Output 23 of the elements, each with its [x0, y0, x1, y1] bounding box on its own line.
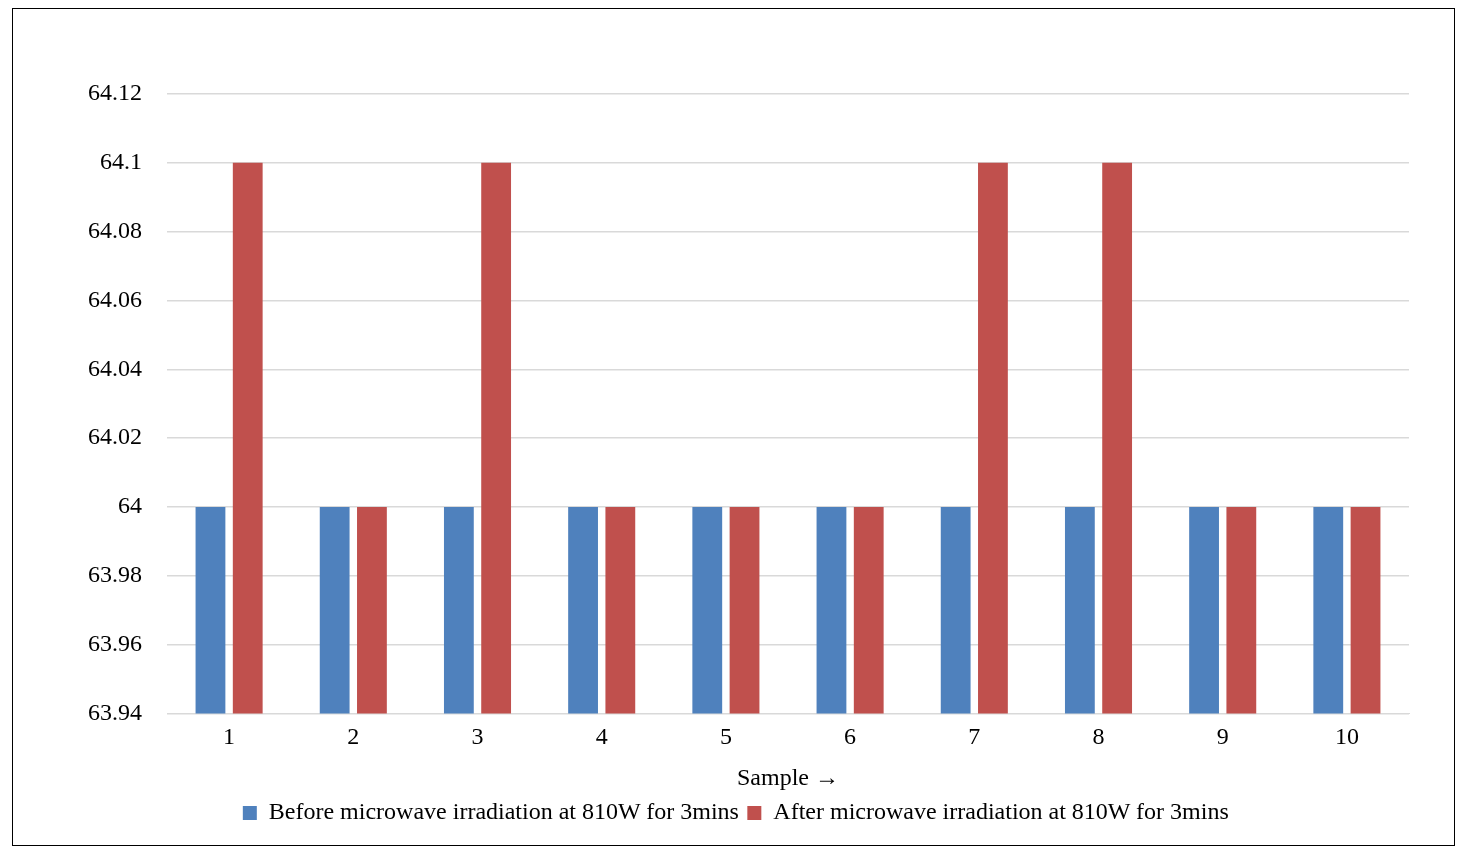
y-tick-label: 64 — [118, 492, 142, 519]
x-tick-label: 4 — [595, 723, 608, 750]
x-tick-label: 6 — [844, 723, 857, 750]
x-tick-label: 2 — [347, 723, 360, 750]
y-tick-label: 63.96 — [88, 629, 142, 656]
x-tick-label: 9 — [1216, 723, 1229, 750]
legend-label: Before microwave irradiation at 810W for 3mins — [268, 798, 739, 825]
y-tick-label: 64.1 — [100, 148, 142, 175]
y-tick-label: 63.94 — [88, 698, 142, 725]
x-tick-label: 3 — [471, 723, 484, 750]
y-tick-label: 64.04 — [88, 354, 142, 381]
x-tick-label: 8 — [1092, 723, 1105, 750]
x-tick-label: 1 — [223, 723, 236, 750]
x-axis-title: Sample → — [737, 763, 839, 790]
legend-label: After microwave irradiation at 810W for 3mins — [773, 798, 1229, 825]
x-tick-label: 10 — [1334, 723, 1359, 750]
y-tick-label: 64.06 — [88, 285, 142, 312]
x-tick-label: 7 — [968, 723, 981, 750]
y-tick-label: 64.12 — [88, 79, 142, 106]
y-tick-label: 64.08 — [88, 216, 142, 243]
y-tick-label: 64.02 — [88, 423, 142, 450]
y-tick-label: 63.98 — [88, 561, 142, 588]
x-tick-label: 5 — [719, 723, 732, 750]
